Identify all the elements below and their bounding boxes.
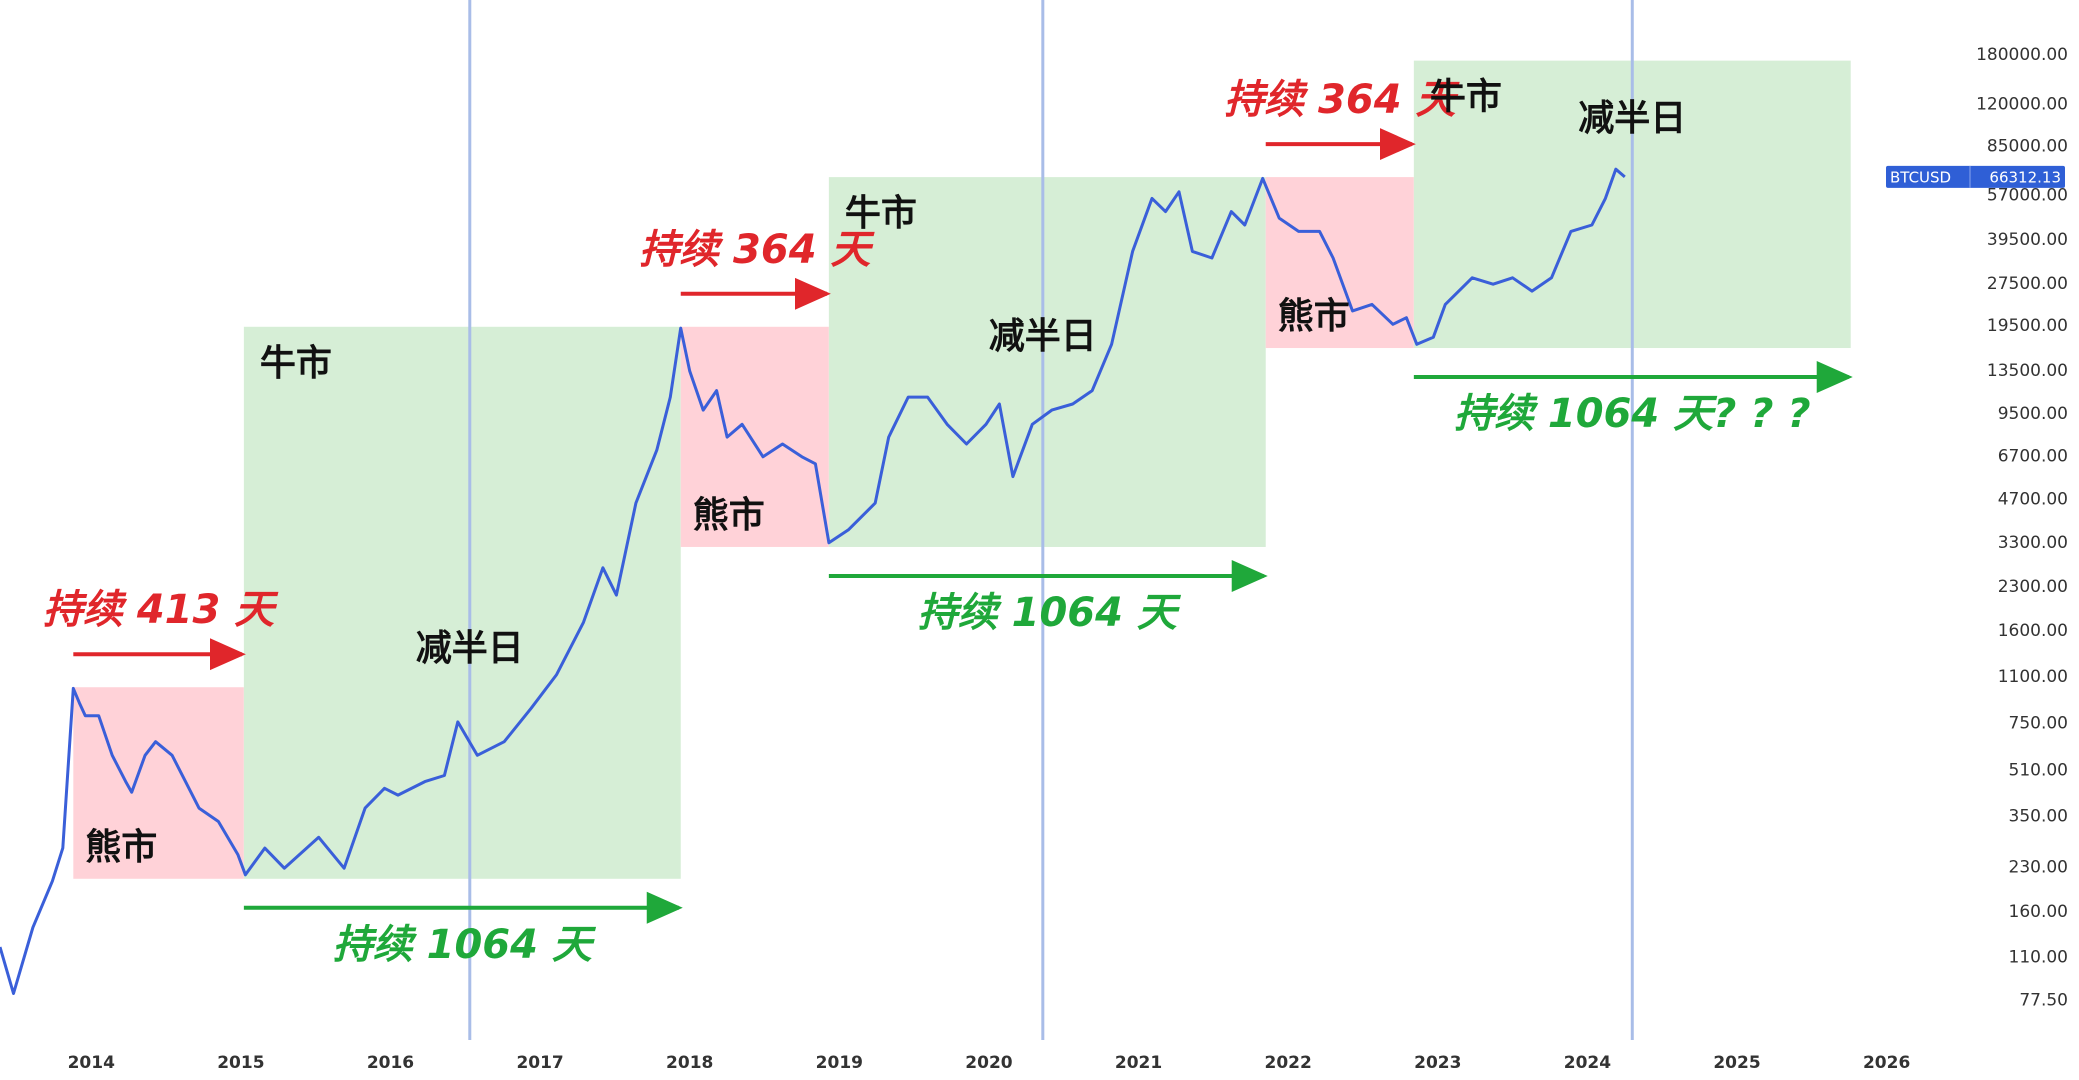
- y-tick-label: 57000.00: [1987, 185, 2068, 205]
- y-tick-label: 9500.00: [1998, 404, 2068, 424]
- y-tick-label: 2300.00: [1998, 577, 2068, 597]
- market-region: [680, 326, 829, 547]
- region-label: 牛市: [1430, 77, 1502, 118]
- x-tick-label: 2020: [965, 1053, 1012, 1073]
- x-tick-label: 2022: [1265, 1053, 1312, 1073]
- market-region: [73, 687, 244, 879]
- region-label: 牛市: [845, 193, 917, 234]
- region-label: 熊市: [1278, 296, 1350, 337]
- y-tick-label: 1100.00: [1998, 667, 2068, 687]
- price-value: 66312.13: [1989, 168, 2061, 186]
- x-tick-label: 2017: [516, 1053, 563, 1073]
- y-tick-label: 510.00: [2009, 761, 2068, 781]
- duration-label: 持续 1064 天: [918, 590, 1182, 636]
- duration-label: 持续 1064 天: [333, 922, 597, 968]
- market-region: [243, 326, 681, 879]
- regions: [73, 60, 1851, 879]
- x-tick-label: 2016: [367, 1053, 414, 1073]
- y-tick-label: 6700.00: [1998, 446, 2068, 466]
- price-symbol: BTCUSD: [1890, 168, 1951, 186]
- y-tick-label: 110.00: [2009, 948, 2068, 968]
- region-label: 熊市: [85, 827, 157, 868]
- y-tick-label: 3300.00: [1998, 533, 2068, 553]
- y-tick-label: 85000.00: [1987, 137, 2068, 157]
- market-region: [828, 177, 1266, 547]
- y-tick-label: 13500.00: [1987, 361, 2068, 381]
- y-tick-label: 750.00: [2009, 714, 2068, 734]
- duration-label: 持续 1064 天? ? ?: [1454, 391, 1811, 437]
- region-label: 牛市: [260, 343, 332, 384]
- y-tick-label: 160.00: [2009, 902, 2068, 922]
- x-tick-label: 2023: [1414, 1053, 1461, 1073]
- x-tick-label: 2015: [217, 1053, 264, 1073]
- y-tick-label: 120000.00: [1976, 95, 2068, 115]
- y-tick-label: 39500.00: [1987, 230, 2068, 250]
- y-tick-label: 19500.00: [1987, 316, 2068, 336]
- halving-label: 减半日: [1578, 98, 1686, 139]
- y-tick-label: 4700.00: [1998, 490, 2068, 510]
- x-tick-label: 2014: [68, 1053, 115, 1073]
- duration-label: 持续 364 天: [1224, 77, 1460, 123]
- price-badge: [1886, 165, 2065, 188]
- region-label: 熊市: [693, 495, 765, 536]
- y-tick-label: 77.50: [2019, 990, 2068, 1010]
- x-tick-label: 2018: [666, 1053, 713, 1073]
- x-tick-label: 2019: [816, 1053, 863, 1073]
- y-tick-label: 1600.00: [1998, 621, 2068, 641]
- duration-label: 持续 413 天: [43, 587, 279, 633]
- x-tick-label: 2024: [1564, 1053, 1611, 1073]
- x-tick-label: 2021: [1115, 1053, 1162, 1073]
- y-tick-label: 180000.00: [1976, 45, 2068, 65]
- x-tick-label: 2025: [1713, 1053, 1760, 1073]
- y-tick-label: 27500.00: [1987, 274, 2068, 294]
- halving-label: 减半日: [989, 316, 1097, 357]
- price-line: [0, 167, 1626, 995]
- halving-label: 减半日: [416, 628, 524, 669]
- y-tick-label: 350.00: [2009, 806, 2068, 826]
- y-tick-label: 230.00: [2009, 858, 2068, 878]
- duration-label: 持续 364 天: [639, 227, 875, 273]
- x-tick-label: 2026: [1863, 1053, 1910, 1073]
